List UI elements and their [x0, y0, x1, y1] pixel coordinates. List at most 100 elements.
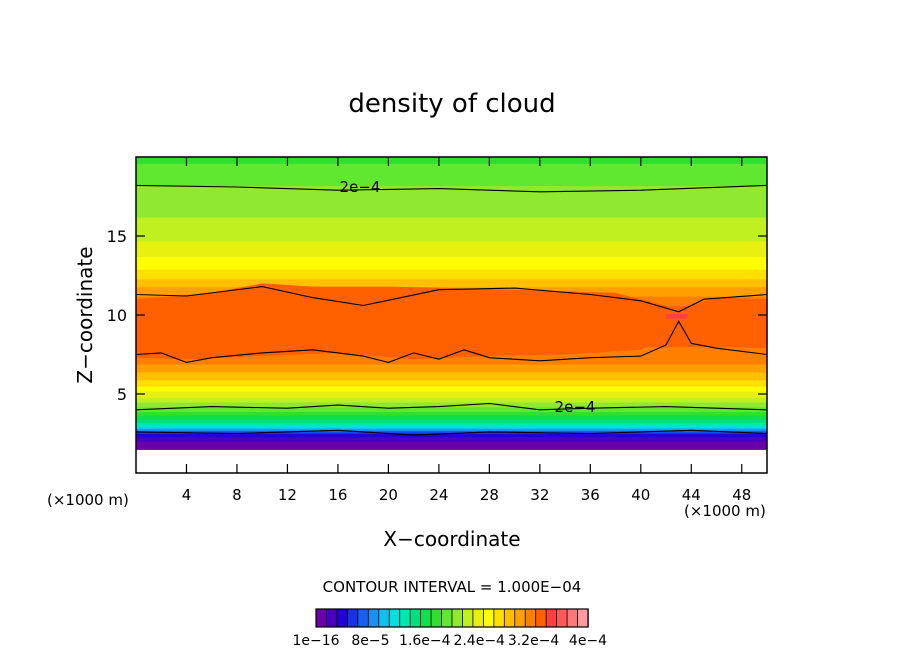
x-tick-label: 44	[682, 486, 701, 504]
density-band	[136, 262, 767, 266]
density-band	[136, 198, 767, 201]
density-band	[136, 234, 767, 237]
colorbar-swatch	[514, 608, 526, 628]
colorbar-swatch	[503, 608, 516, 628]
density-band	[136, 221, 767, 224]
chart-title: density of cloud	[348, 89, 555, 119]
density-band	[136, 381, 767, 384]
colorbar-swatch	[326, 608, 338, 628]
density-band	[136, 454, 767, 457]
density-band	[136, 237, 767, 240]
density-band	[136, 258, 767, 261]
density-band	[136, 218, 767, 221]
density-band	[136, 270, 767, 273]
density-band	[136, 284, 767, 288]
density-band	[136, 272, 767, 275]
x-tick-label: 24	[429, 486, 448, 504]
density-band	[136, 379, 767, 382]
density-band	[136, 171, 767, 174]
density-band	[136, 414, 767, 417]
x-axis-ticks: 4 8 12 16 20 24 28 32 36 40 44 48	[182, 157, 751, 504]
contour-line	[136, 429, 767, 436]
density-band	[136, 275, 767, 278]
density-band	[136, 468, 767, 471]
density-band	[136, 439, 767, 442]
density-band	[136, 253, 767, 256]
colorbar-swatch	[535, 608, 547, 628]
density-band	[136, 362, 767, 365]
x-tick-label: 16	[328, 486, 347, 504]
density-band	[136, 266, 767, 269]
colorbar-swatch	[441, 608, 453, 628]
density-band	[136, 368, 767, 371]
colorbar-tick-label: 4e−4	[569, 633, 607, 649]
density-band	[136, 376, 767, 379]
density-band	[136, 455, 767, 458]
density-band	[136, 193, 767, 196]
density-band	[136, 239, 767, 242]
density-band	[136, 457, 767, 460]
contour-label-bottom: 2e−4	[555, 398, 596, 416]
density-band	[136, 365, 767, 368]
density-band	[136, 194, 767, 198]
colorbar-tick-label: 8e−5	[351, 633, 389, 649]
density-band	[136, 398, 767, 401]
density-band	[136, 213, 767, 217]
density-band	[136, 245, 767, 248]
density-band	[136, 390, 767, 394]
density-band	[136, 250, 767, 253]
colorbar-swatch	[346, 608, 359, 628]
density-band	[136, 231, 767, 234]
density-band	[136, 229, 767, 232]
colorbar-swatch	[430, 608, 443, 628]
colorbar-swatch	[409, 608, 422, 628]
density-band	[136, 161, 767, 164]
density-band	[136, 280, 767, 283]
density-band	[136, 172, 767, 175]
x-unit-label-left: (×1000 m)	[47, 491, 129, 509]
density-band	[136, 220, 767, 223]
density-band	[136, 273, 767, 277]
density-band	[136, 217, 767, 220]
density-band	[136, 269, 767, 272]
density-band	[136, 232, 767, 236]
density-band	[136, 359, 767, 362]
colorbar-tick-label: 3.2e−4	[508, 633, 560, 649]
colorbar-tick-label: 1.6e−4	[399, 633, 451, 649]
density-band	[136, 254, 767, 258]
density-band	[136, 367, 767, 370]
density-band	[136, 204, 767, 207]
density-band	[136, 395, 767, 398]
density-band	[136, 394, 767, 397]
density-band	[136, 177, 767, 180]
density-band	[136, 447, 767, 450]
density-band	[136, 182, 767, 185]
density-band	[136, 267, 767, 270]
density-core-region	[685, 297, 767, 349]
density-band	[136, 392, 767, 395]
x-axis-label: X−coordinate	[383, 527, 520, 551]
density-band	[136, 169, 767, 172]
colorbar-swatch	[482, 608, 495, 628]
density-band	[136, 420, 767, 424]
x-tick-label: 40	[631, 486, 650, 504]
y-axis-label: Z−coordinate	[73, 246, 97, 383]
density-band	[136, 187, 767, 190]
colorbar-swatch	[556, 608, 568, 628]
contour-label-top: 2e−4	[340, 178, 381, 196]
density-band	[136, 224, 767, 228]
density-band	[136, 411, 767, 414]
density-band	[136, 387, 767, 390]
density-band	[136, 417, 767, 420]
density-band	[136, 160, 767, 163]
density-band	[136, 433, 767, 436]
x-unit-label-right: (×1000 m)	[684, 502, 766, 520]
density-band	[136, 371, 767, 375]
colorbar-swatch	[472, 608, 485, 628]
plot-area	[136, 157, 767, 473]
density-band	[136, 158, 767, 161]
density-band	[136, 215, 767, 218]
density-band	[136, 243, 767, 247]
density-band	[136, 408, 767, 411]
